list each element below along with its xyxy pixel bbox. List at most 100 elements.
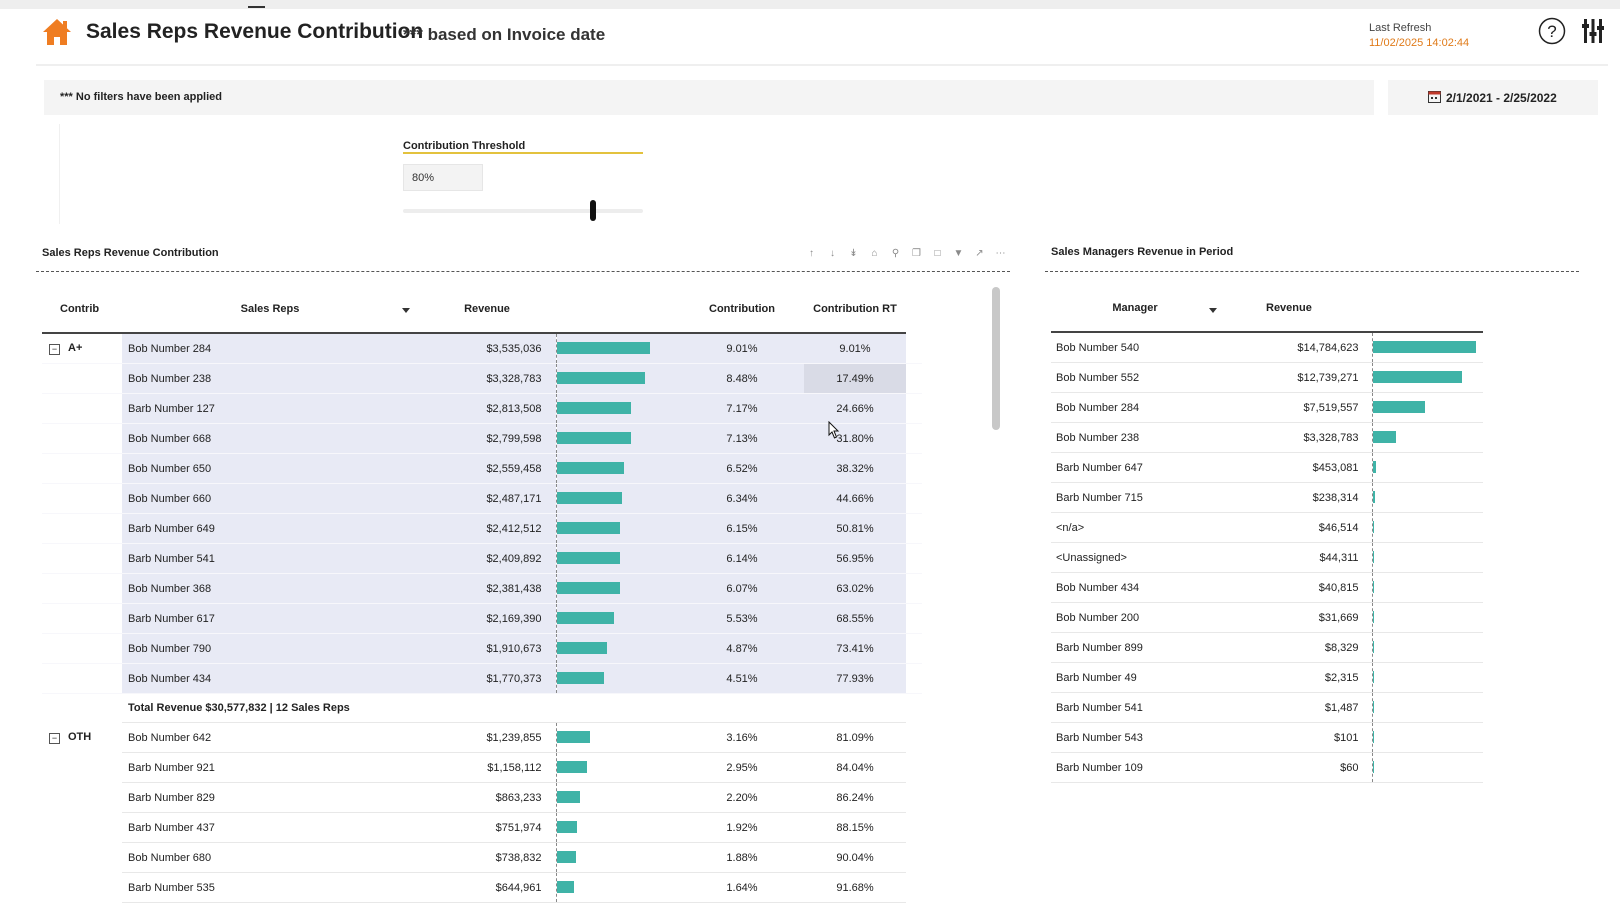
table-row[interactable]: Bob Number 238 $3,328,783 8.48% 17.49% <box>42 363 922 394</box>
help-icon[interactable]: ? <box>1538 17 1566 45</box>
pin-icon[interactable]: ⚲ <box>891 248 900 259</box>
table-row[interactable]: Bob Number 680 $738,832 1.88% 90.04% <box>42 842 922 873</box>
sort-descending-icon[interactable] <box>402 308 410 313</box>
table-row[interactable]: Barb Number 49 $2,315 <box>1051 662 1483 693</box>
table-row[interactable]: Barb Number 715 $238,314 <box>1051 482 1483 513</box>
more-options-icon[interactable]: ⋯ <box>995 248 1006 259</box>
sales-rep-cell: Bob Number 650 <box>122 453 418 484</box>
manager-revenue-cell: $14,784,623 <box>1219 332 1372 363</box>
table-row[interactable]: Bob Number 790 $1,910,673 4.87% 73.41% <box>42 633 922 664</box>
table-row[interactable]: Bob Number 200 $31,669 <box>1051 602 1483 633</box>
col-header-manager-revenue[interactable]: Revenue <box>1219 285 1372 333</box>
table-row[interactable]: Bob Number 540 $14,784,623 <box>1051 332 1483 363</box>
revenue-cell: $2,813,508 <box>418 393 556 424</box>
table-row[interactable]: Bob Number 434 $1,770,373 4.51% 77.93% <box>42 663 922 694</box>
contrib-cell <box>42 843 122 873</box>
table-row[interactable]: Barb Number 541 $2,409,892 6.14% 56.95% <box>42 543 922 574</box>
copy-icon[interactable]: ❐ <box>912 248 921 259</box>
contribution-rt-cell: 84.04% <box>804 752 906 783</box>
home-icon[interactable] <box>41 17 73 47</box>
revenue-bar <box>556 552 620 564</box>
drill-up-icon[interactable]: ↑ <box>809 248 814 259</box>
threshold-slider-thumb[interactable] <box>590 200 596 221</box>
table-row[interactable]: − OTH Bob Number 642 $1,239,855 3.16% 81.09% <box>42 722 922 753</box>
revenue-bar-cell <box>555 363 680 394</box>
sales-rep-cell: Bob Number 284 <box>122 333 418 364</box>
table-row[interactable]: Barb Number 543 $101 <box>1051 722 1483 753</box>
sales-rep-cell: Barb Number 829 <box>122 782 418 813</box>
group-label: OTH <box>68 731 92 743</box>
table-row[interactable]: − A+ Bob Number 284 $3,535,036 9.01% 9.01% <box>42 333 922 364</box>
revenue-bar-cell <box>555 333 680 364</box>
collapse-group-icon[interactable]: − <box>49 733 60 744</box>
manager-bar-cell <box>1371 602 1483 633</box>
table-row[interactable]: Bob Number 650 $2,559,458 6.52% 38.32% <box>42 453 922 484</box>
revenue-bar <box>556 402 631 414</box>
col-header-contribution[interactable]: Contribution <box>680 286 804 334</box>
col-header-manager[interactable]: Manager <box>1051 285 1219 333</box>
table-row[interactable]: Barb Number 535 $644,961 1.64% 91.68% <box>42 872 922 903</box>
drill-down-icon[interactable]: ↓ <box>830 248 835 259</box>
contribution-cell: 6.15% <box>680 513 804 544</box>
table-row[interactable]: Barb Number 921 $1,158,112 2.95% 84.04% <box>42 752 922 783</box>
col-header-contrib[interactable]: Contrib <box>42 286 122 334</box>
revenue-cell: $751,974 <box>418 812 556 843</box>
table-row[interactable]: Bob Number 668 $2,799,598 7.13% 31.80% <box>42 423 922 454</box>
group-label: A+ <box>68 342 83 354</box>
threshold-slider-track[interactable] <box>403 209 643 213</box>
reps-table-scrollbar[interactable] <box>992 287 1000 430</box>
focus-mode-icon[interactable]: ↗ <box>975 248 984 259</box>
top-strip <box>0 0 1620 9</box>
manager-revenue-bar <box>1372 341 1476 353</box>
visual-toolbar: ↑ ↓ ↡ ⌂ ⚲ ❐ □ ▼ ↗ ⋯ <box>804 248 1008 259</box>
threshold-input[interactable]: 80% <box>403 164 483 191</box>
table-row[interactable]: <n/a> $46,514 <box>1051 512 1483 543</box>
manager-cell: Barb Number 647 <box>1051 452 1219 483</box>
revenue-bar <box>556 881 574 893</box>
table-row[interactable]: Barb Number 541 $1,487 <box>1051 692 1483 723</box>
date-range-button[interactable]: 2/1/2021 - 2/25/2022 <box>1388 80 1598 115</box>
contrib-cell: − OTH <box>42 723 122 753</box>
contribution-cell: 1.88% <box>680 842 804 873</box>
manager-revenue-cell: $12,739,271 <box>1219 362 1372 393</box>
table-row[interactable]: Bob Number 434 $40,815 <box>1051 572 1483 603</box>
col-header-contribution-rt[interactable]: Contribution RT <box>804 286 906 334</box>
contribution-rt-cell: 63.02% <box>804 573 906 604</box>
table-row[interactable]: Barb Number 617 $2,169,390 5.53% 68.55% <box>42 603 922 634</box>
revenue-cell: $1,239,855 <box>418 722 556 753</box>
col-header-revenue[interactable]: Revenue <box>418 286 556 334</box>
expand-all-icon[interactable]: ⌂ <box>871 248 878 259</box>
contribution-rt-cell: 86.24% <box>804 782 906 813</box>
table-row[interactable]: Bob Number 238 $3,328,783 <box>1051 422 1483 453</box>
contribution-cell: 2.95% <box>680 752 804 783</box>
sort-descending-icon[interactable] <box>1209 308 1217 313</box>
settings-sliders-icon[interactable] <box>1582 18 1604 44</box>
sales-rep-cell: Bob Number 668 <box>122 423 418 454</box>
table-row[interactable]: Barb Number 109 $60 <box>1051 752 1483 783</box>
filter-icon[interactable]: ▼ <box>953 248 964 259</box>
contribution-cell: 7.13% <box>680 423 804 454</box>
table-row[interactable]: Barb Number 127 $2,813,508 7.17% 24.66% <box>42 393 922 424</box>
sales-rep-cell: Barb Number 617 <box>122 603 418 634</box>
table-row[interactable]: Barb Number 829 $863,233 2.20% 86.24% <box>42 782 922 813</box>
sales-rep-cell: Bob Number 642 <box>122 722 418 753</box>
table-row[interactable]: Barb Number 647 $453,081 <box>1051 452 1483 483</box>
col-header-sales-reps[interactable]: Sales Reps <box>122 286 418 334</box>
manager-bar-cell <box>1371 722 1483 753</box>
contribution-cell: 9.01% <box>680 333 804 364</box>
expand-next-level-icon[interactable]: ↡ <box>849 248 858 259</box>
collapse-group-icon[interactable]: − <box>49 344 60 355</box>
table-row[interactable]: Bob Number 552 $12,739,271 <box>1051 362 1483 393</box>
table-row[interactable]: <Unassigned> $44,311 <box>1051 542 1483 573</box>
table-row[interactable]: Bob Number 368 $2,381,438 6.07% 63.02% <box>42 573 922 604</box>
table-row[interactable]: Barb Number 649 $2,412,512 6.15% 50.81% <box>42 513 922 544</box>
page-subtitle: *** based on Invoice date <box>403 25 606 44</box>
table-row[interactable]: Barb Number 899 $8,329 <box>1051 632 1483 663</box>
table-row[interactable]: Barb Number 437 $751,974 1.92% 88.15% <box>42 812 922 843</box>
table-row[interactable]: Bob Number 660 $2,487,171 6.34% 44.66% <box>42 483 922 514</box>
table-row[interactable]: Bob Number 284 $7,519,557 <box>1051 392 1483 423</box>
revenue-cell: $2,487,171 <box>418 483 556 514</box>
comment-icon[interactable]: □ <box>934 248 941 259</box>
revenue-bar-cell <box>555 393 680 424</box>
contribution-cell: 1.92% <box>680 812 804 843</box>
